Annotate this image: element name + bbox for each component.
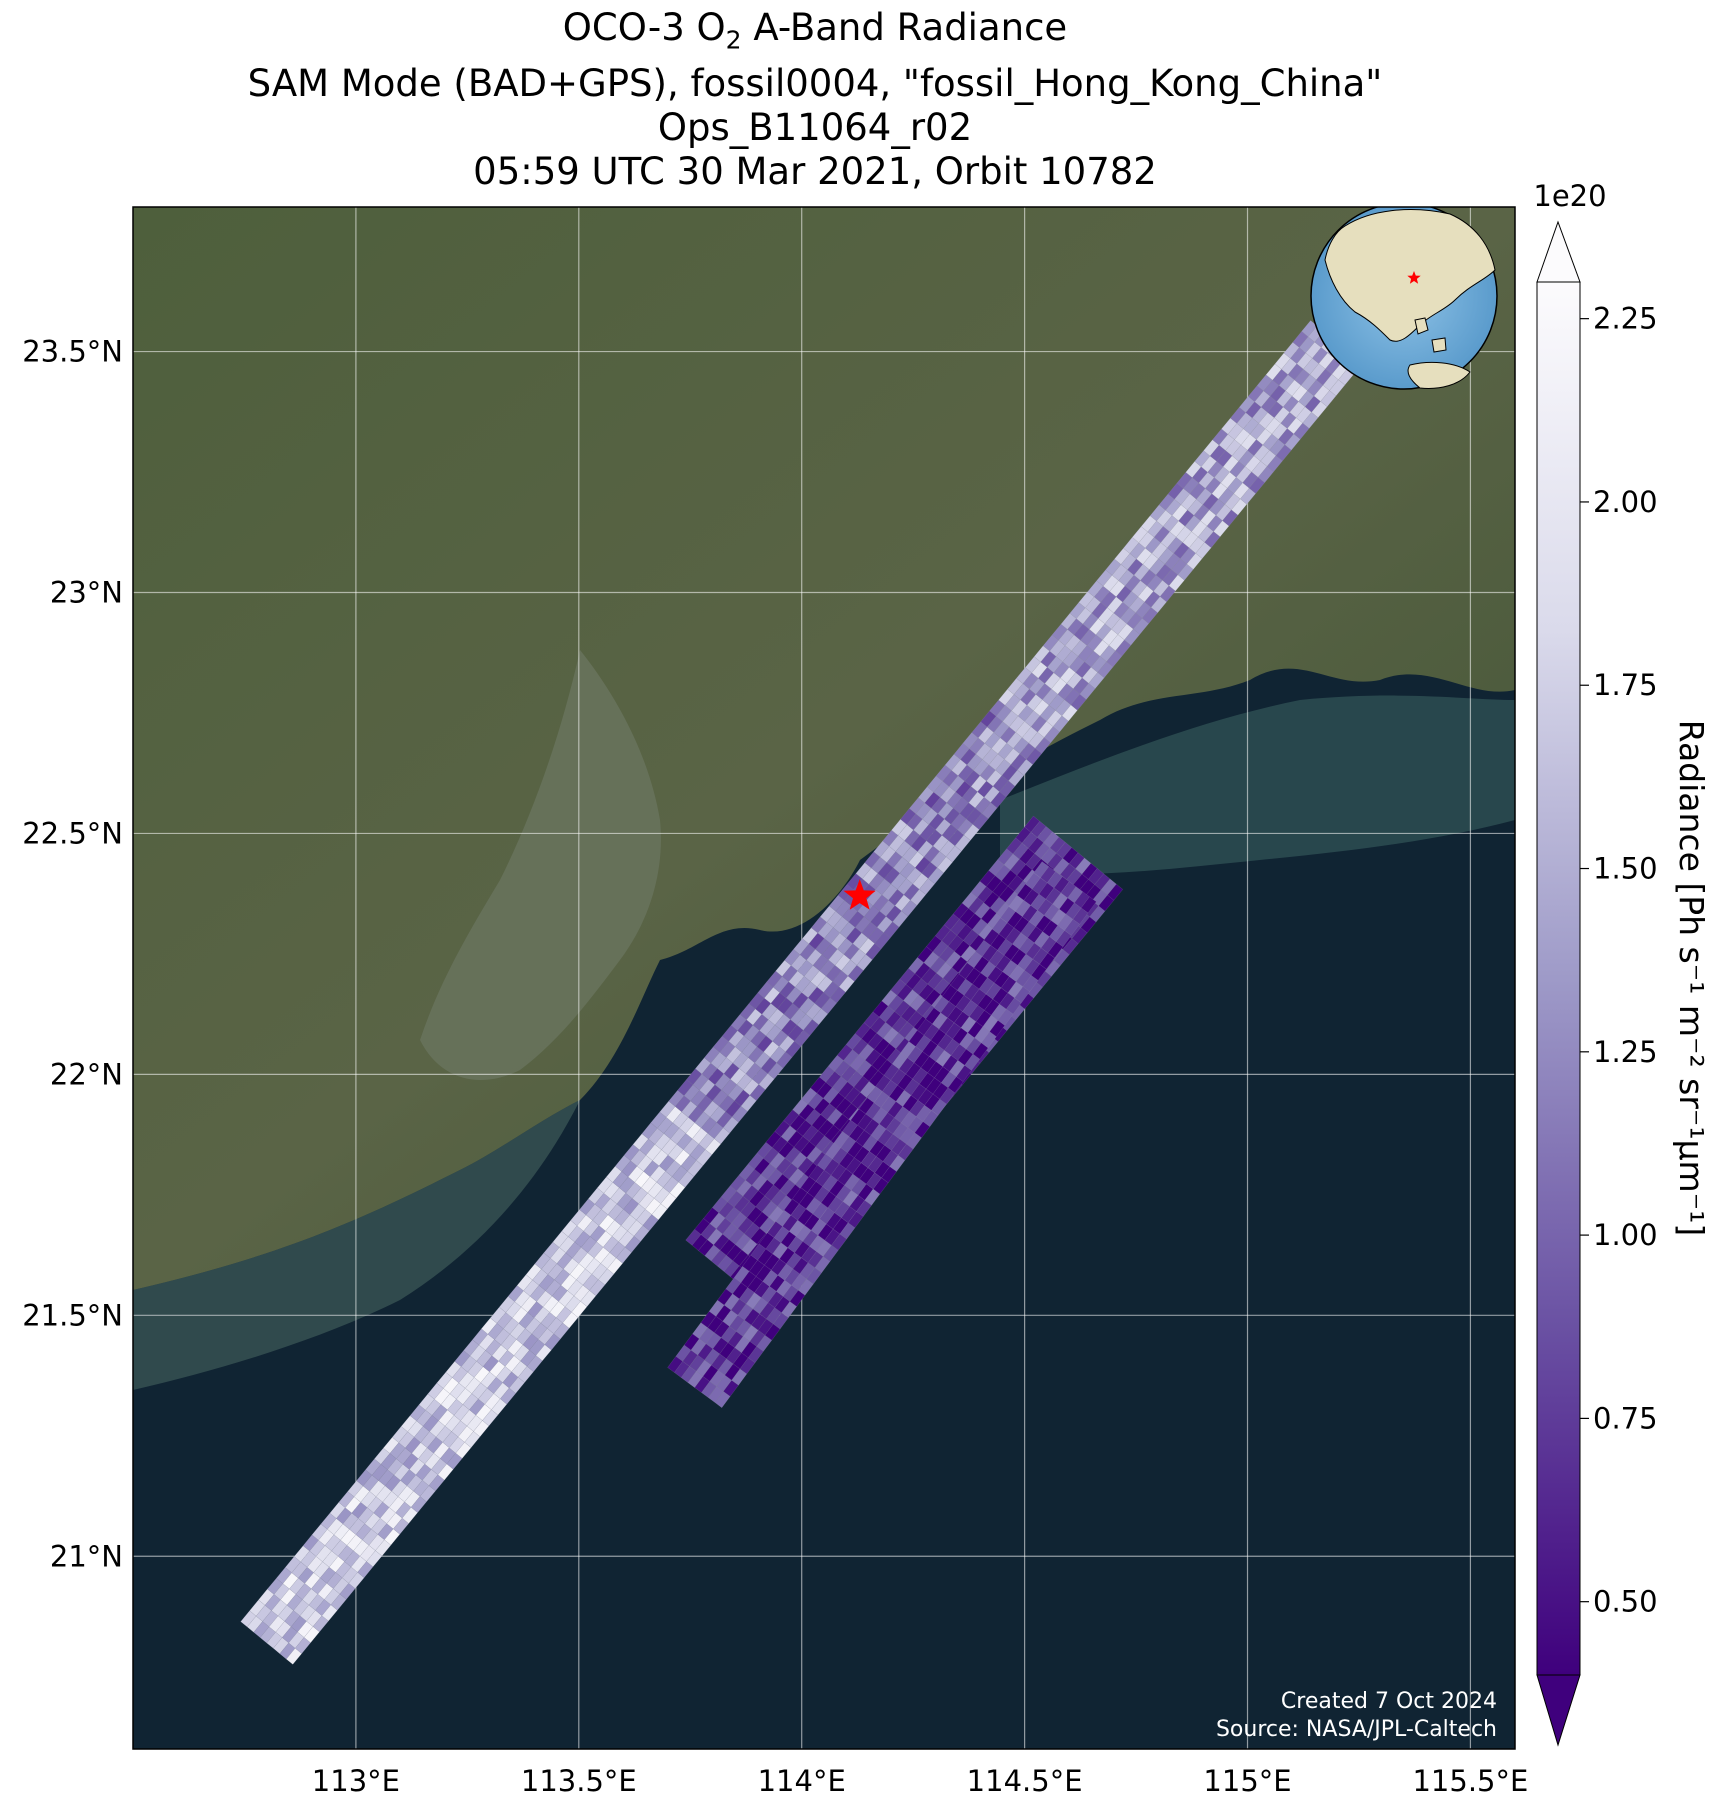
colorbar: 0.50 0.75 1.00 1.25 1.50 1.75 2.00 2.25 1e20 Ra… [1533,179,1711,1747]
lon-tick-label: 115°E [1203,1764,1291,1796]
title-line-1: OCO-3 O2 A-Band Radiance [562,6,1068,55]
colorbar-tick-label: 1.25 [1593,1035,1658,1069]
colorbar-extend-max [1536,220,1581,283]
longitude-ticks: 113°E 113.5°E 114°E 114.5°E 115°E 115.5°E [312,1764,1529,1796]
lat-tick-label: 22.5°N [22,816,123,850]
lon-tick-label: 115.5°E [1412,1764,1528,1796]
colorbar-label: Radiance [Ph s⁻¹ m⁻² sr⁻¹µm⁻¹] [1672,720,1711,1236]
lat-tick-label: 23.5°N [22,335,123,369]
coastal-turbid-water [1000,695,1515,875]
colorbar-tick-label: 1.00 [1593,1218,1658,1252]
globe-target-star-icon [1407,271,1421,284]
radiance-cell [1080,896,1097,914]
lon-tick-label: 113°E [312,1764,400,1796]
lon-tick-label: 114.5°E [967,1764,1083,1796]
colorbar-tick-label: 1.50 [1593,852,1658,886]
lon-tick-label: 113.5°E [521,1764,637,1796]
colorbar-gradient [1536,281,1581,1676]
lat-tick-label: 23°N [50,576,123,610]
radiance-cell [1107,883,1124,901]
target-star-icon [843,879,876,910]
colorbar-ticks: 0.50 0.75 1.00 1.25 1.50 1.75 2.00 2.25 [1580,302,1658,1619]
target-marker [843,879,876,910]
source-credit: Source: NASA/JPL-Caltech [1216,1717,1497,1742]
latitude-ticks: 21°N 21.5°N 22°N 22.5°N 23°N 23.5°N [22,335,123,1574]
colorbar-tick-label: 2.25 [1593,302,1658,336]
colorbar-extend-min [1536,1674,1581,1747]
title-line-3: Ops_B11064_r02 [657,106,973,150]
colorbar-tick-label: 2.00 [1593,485,1658,519]
estuary-turbid-water [420,650,661,1080]
lon-tick-label: 114°E [758,1764,846,1796]
globe-land-islands [1414,317,1447,353]
map-area [133,207,1515,1749]
lat-tick-label: 21.5°N [22,1298,123,1332]
globe-land-australia [1407,361,1471,389]
inset-globe [1310,207,1498,390]
title-subscript: 2 [725,25,742,55]
title-line-2: SAM Mode (BAD+GPS), fossil0004, "fossil_… [247,62,1383,106]
created-date: Created 7 Oct 2024 [1281,1689,1497,1714]
colorbar-tick-label: 1.75 [1593,668,1658,702]
colorbar-tick-label: 0.50 [1593,1585,1658,1619]
colorbar-tick-label: 0.75 [1593,1401,1658,1435]
radiance-swaths [240,320,1363,1665]
lat-tick-label: 22°N [50,1057,123,1091]
map-frame [132,206,1516,1750]
colorbar-multiplier: 1e20 [1533,179,1606,213]
lat-tick-label: 21°N [50,1539,123,1573]
figure-title: OCO-3 O2 A-Band Radiance SAM Mode (BAD+G… [0,6,1630,194]
title-line-4: 05:59 UTC 30 Mar 2021, Orbit 10782 [473,150,1157,194]
